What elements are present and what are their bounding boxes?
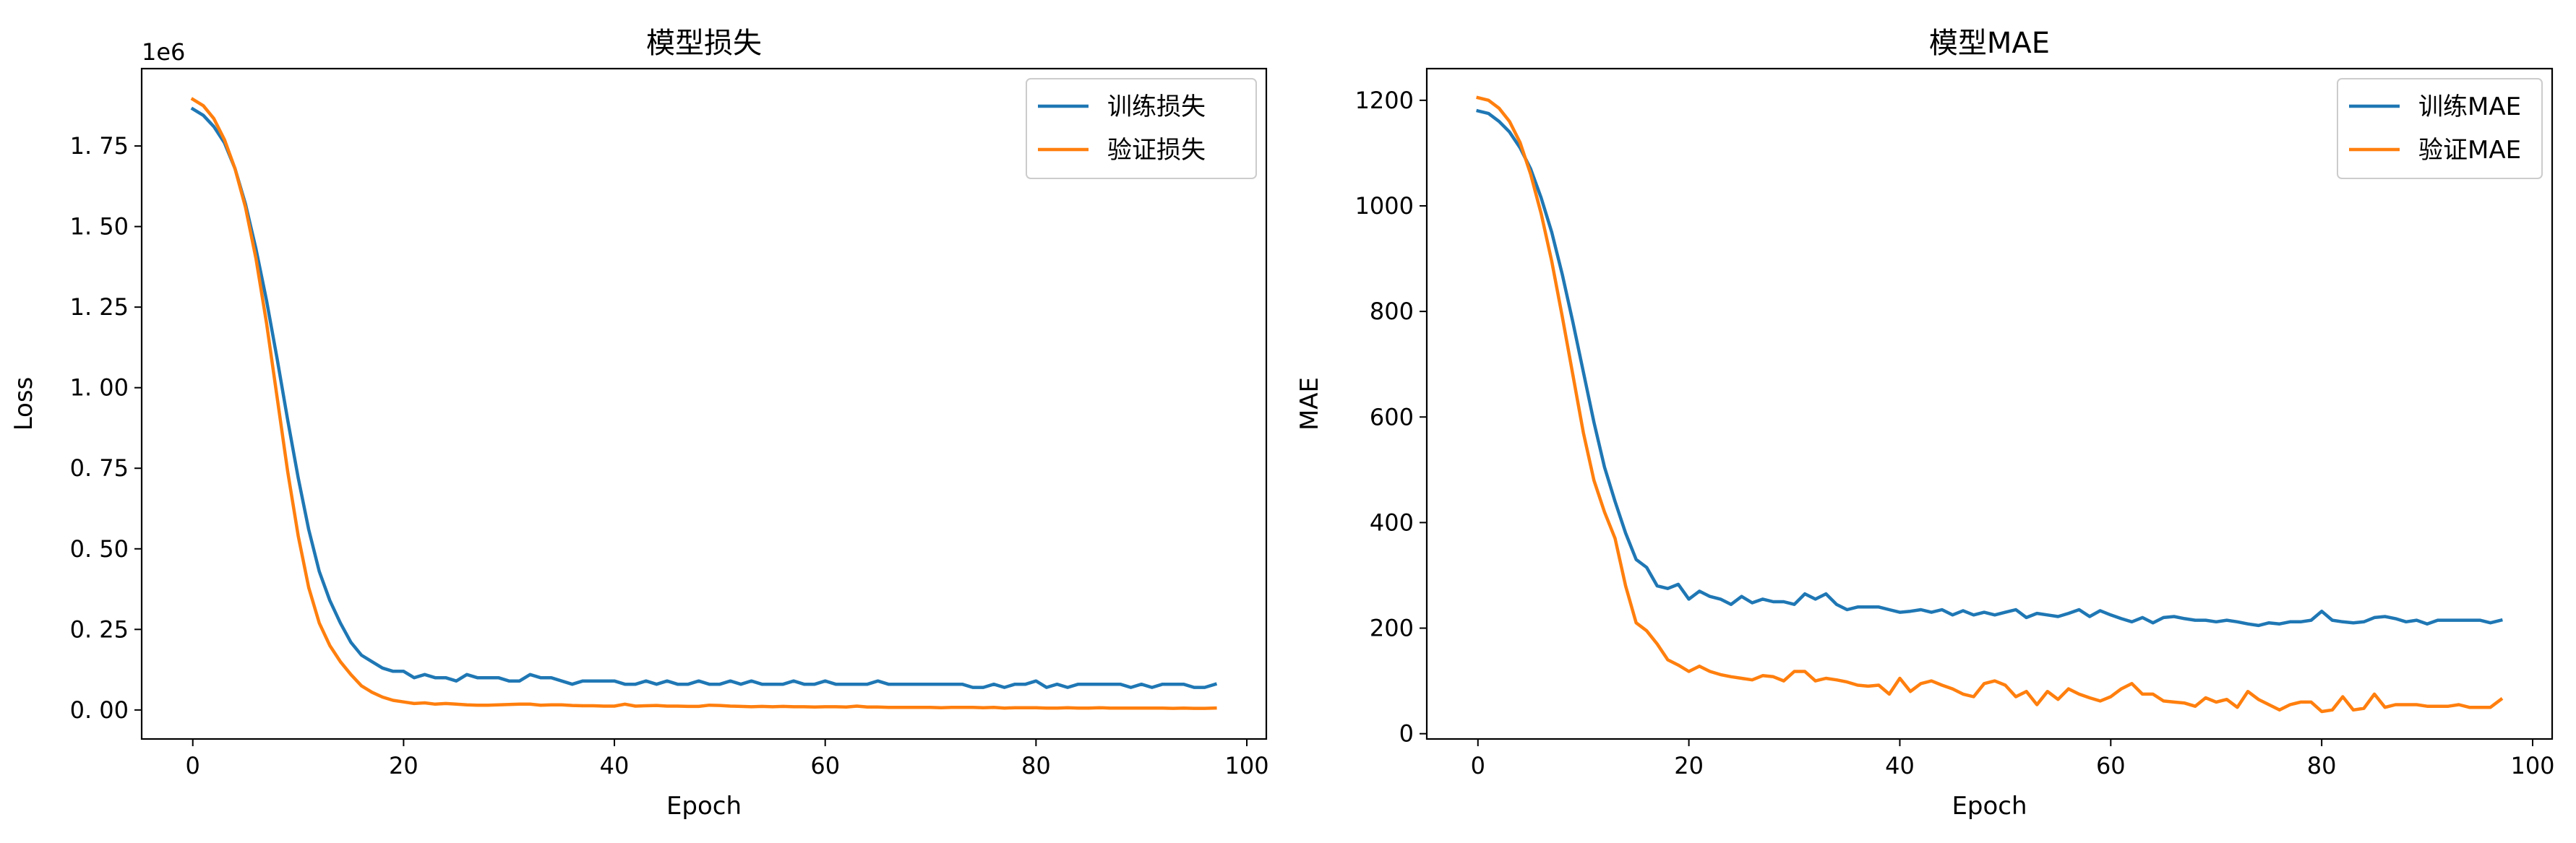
legend-label-0: 训练MAE xyxy=(2418,92,2521,121)
axis-offset-label: 1e6 xyxy=(142,38,185,66)
x-tick-label: 100 xyxy=(1224,752,1268,779)
y-tick-label: 1200 xyxy=(1355,87,1414,114)
plot-area xyxy=(190,97,1218,710)
plot-area xyxy=(1476,95,2504,714)
axes-frame xyxy=(1425,67,2554,740)
axes-frame xyxy=(140,67,1268,740)
legend-label-0: 训练损失 xyxy=(1107,92,1206,121)
legend: 训练MAE 验证MAE xyxy=(2337,78,2543,179)
y-axis-label: Loss xyxy=(9,377,38,431)
x-tick-label: 80 xyxy=(2307,752,2337,779)
x-tick-label: 100 xyxy=(2510,752,2554,779)
chart-title: 模型MAE xyxy=(1929,27,2050,60)
y-tick-label: 1. 25 xyxy=(70,293,129,321)
y-tick-label: 200 xyxy=(1370,615,1414,642)
y-tick-label: 0. 50 xyxy=(70,535,129,563)
y-tick-label: 1. 75 xyxy=(70,132,129,160)
x-tick-label: 40 xyxy=(600,752,630,779)
x-tick-label: 60 xyxy=(810,752,840,779)
legend-label-1: 验证损失 xyxy=(1107,136,1206,165)
y-tick-label: 600 xyxy=(1370,403,1414,431)
y-axis-label: MAE xyxy=(1295,377,1324,431)
series-line-0 xyxy=(190,106,1218,689)
chart-title: 模型损失 xyxy=(646,27,762,60)
x-tick-label: 0 xyxy=(186,752,200,779)
x-tick-label: 20 xyxy=(389,752,418,779)
y-tick-label: 1000 xyxy=(1355,192,1414,220)
x-axis-label: Epoch xyxy=(666,792,742,821)
y-tick-label: 800 xyxy=(1370,298,1414,325)
x-tick-label: 60 xyxy=(2096,752,2126,779)
y-tick-label: 0 xyxy=(1399,720,1414,748)
y-tick-label: 0. 75 xyxy=(70,454,129,482)
x-tick-label: 80 xyxy=(1021,752,1051,779)
chart-loss: 模型损失 0 20 40 60 80 100 0. 00 0. 25 0. 50 0. 75 1. 0… xyxy=(9,27,1269,821)
legend-label-1: 验证MAE xyxy=(2418,136,2521,165)
x-axis-label: Epoch xyxy=(1952,792,2027,821)
y-tick-label: 400 xyxy=(1370,509,1414,536)
y-tick-label: 0. 00 xyxy=(70,696,129,724)
legend-frame xyxy=(2337,78,2543,179)
x-tick-label: 0 xyxy=(1471,752,1485,779)
legend-frame xyxy=(1026,78,1257,179)
series-line-1 xyxy=(190,97,1217,710)
series-line-0 xyxy=(1476,108,2503,628)
x-tick-label: 40 xyxy=(1885,752,1915,779)
series-line-1 xyxy=(1476,95,2504,714)
y-tick-label: 0. 25 xyxy=(70,615,129,643)
y-tick-label: 1. 00 xyxy=(70,374,129,402)
x-tick-label: 20 xyxy=(1674,752,1704,779)
y-tick-label: 1. 50 xyxy=(70,213,129,241)
